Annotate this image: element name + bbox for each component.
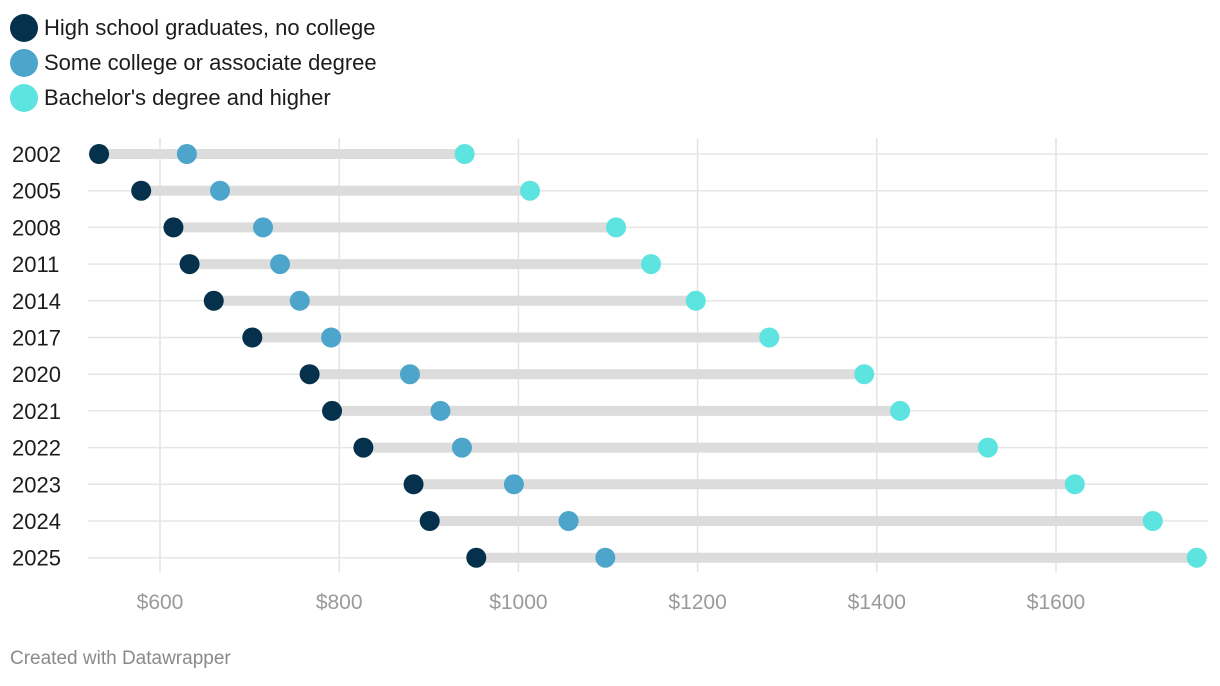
dot-series0-2022	[353, 437, 374, 458]
y-tick-label: 2024	[12, 509, 61, 534]
dot-series2-2024	[1142, 511, 1163, 531]
dot-series2-2005	[520, 180, 541, 201]
dot-series1-2022	[451, 437, 472, 458]
legend-swatch-some-college	[10, 48, 38, 77]
x-tick-label: $1600	[1027, 591, 1085, 614]
dot-series2-2017	[759, 327, 780, 348]
y-tick-label: 2022	[12, 436, 61, 461]
y-tick-label: 2025	[12, 546, 61, 571]
dot-series1-2024	[558, 511, 579, 531]
dot-series1-2011	[270, 254, 291, 275]
dot-series2-2022	[977, 437, 998, 458]
dot-series1-2023	[503, 474, 524, 495]
dot-series0-2014	[203, 290, 224, 311]
dot-series0-2017	[242, 327, 263, 348]
y-tick-label: 2002	[12, 142, 61, 167]
dot-series0-2008	[163, 217, 184, 238]
dot-series1-2008	[253, 217, 274, 238]
dot-series2-2020	[854, 364, 875, 385]
y-tick-label: 2011	[12, 252, 59, 277]
dot-series2-2011	[641, 254, 662, 275]
dot-series0-2021	[322, 400, 343, 421]
dot-series1-2020	[399, 364, 420, 385]
legend-label-some-college: Some college or associate degree	[44, 49, 377, 75]
dot-series0-2020	[299, 364, 320, 385]
y-tick-label: 2021	[12, 399, 61, 424]
dot-series1-2014	[289, 290, 310, 311]
dot-series0-2024	[419, 511, 440, 531]
legend-swatch-high-school	[10, 13, 38, 42]
x-tick-label: $600	[137, 591, 184, 614]
legend-label-bachelors: Bachelor's degree and higher	[44, 84, 331, 110]
dot-series1-2025	[595, 547, 616, 568]
x-tick-label: $1000	[489, 591, 547, 614]
dot-series2-2002	[454, 144, 475, 164]
y-tick-label: 2014	[12, 289, 61, 314]
dot-series2-2008	[606, 217, 627, 238]
x-tick-label: $1400	[848, 591, 906, 614]
dot-series0-2023	[403, 474, 424, 495]
dot-series2-2021	[890, 400, 911, 421]
y-tick-label: 2023	[12, 472, 61, 497]
legend-item-some-college[interactable]: Some college or associate degree	[10, 45, 377, 80]
dot-series0-2011	[179, 254, 200, 275]
legend: High school graduates, no college Some c…	[10, 10, 377, 115]
y-tick-label: 2005	[12, 179, 61, 204]
dot-series1-2002	[176, 144, 197, 164]
dot-series2-2023	[1064, 474, 1085, 495]
legend-label-high-school: High school graduates, no college	[44, 14, 376, 40]
y-tick-label: 2008	[12, 215, 61, 240]
x-tick-label: $800	[316, 591, 363, 614]
dot-series0-2005	[131, 180, 152, 201]
y-tick-label: 2017	[12, 326, 61, 351]
y-tick-label: 2020	[12, 362, 61, 387]
dot-series1-2005	[210, 180, 231, 201]
dot-series2-2014	[685, 290, 706, 311]
dot-series1-2017	[321, 327, 342, 348]
legend-swatch-bachelors	[10, 83, 38, 112]
dot-series2-2025	[1186, 547, 1207, 568]
legend-item-bachelors[interactable]: Bachelor's degree and higher	[10, 80, 377, 115]
footer-credit: Created with Datawrapper	[10, 648, 231, 669]
dot-series0-2002	[89, 144, 110, 164]
dot-series1-2021	[430, 400, 451, 421]
dot-series0-2025	[466, 547, 487, 568]
x-tick-label: $1200	[668, 591, 726, 614]
legend-item-high-school[interactable]: High school graduates, no college	[10, 10, 377, 45]
